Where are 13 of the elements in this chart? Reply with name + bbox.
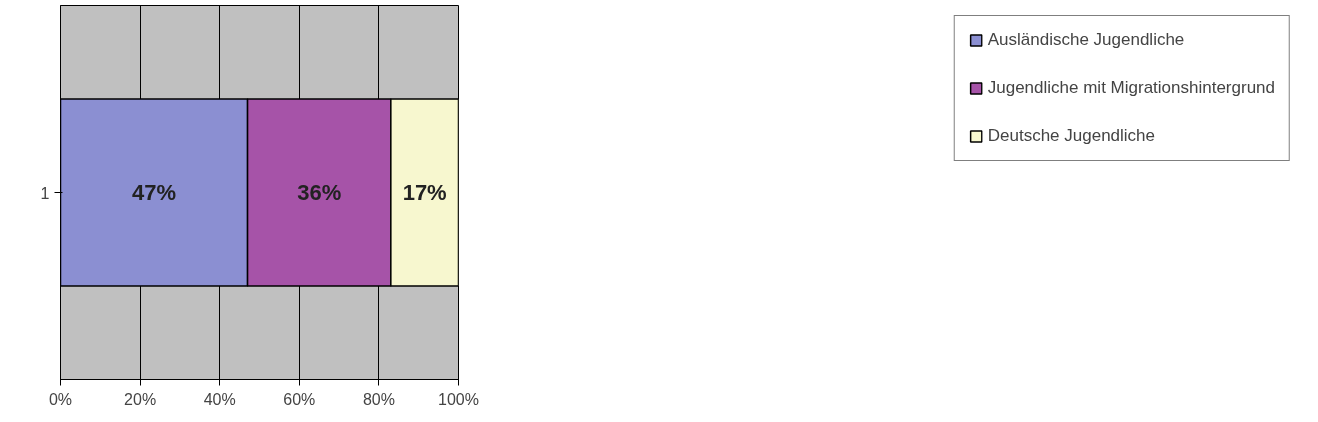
legend-label: Deutsche Jugendliche: [987, 126, 1156, 146]
data-label: 47%: [132, 180, 177, 205]
x-tick-label: 60%: [283, 390, 316, 408]
x-tick-label: 40%: [203, 390, 236, 408]
legend-label: Jugendliche mit Migrationshintergrund: [987, 78, 1275, 98]
data-label: 17%: [402, 180, 447, 205]
x-tick-label: 0%: [48, 390, 73, 408]
data-label: 36%: [297, 180, 342, 205]
y-tick-label: 1: [40, 184, 50, 202]
legend-label: Ausländische Jugendliche: [987, 30, 1185, 50]
x-tick-label: 100%: [438, 390, 479, 408]
x-tick-label: 80%: [362, 390, 395, 408]
x-tick-label: 20%: [124, 390, 157, 408]
